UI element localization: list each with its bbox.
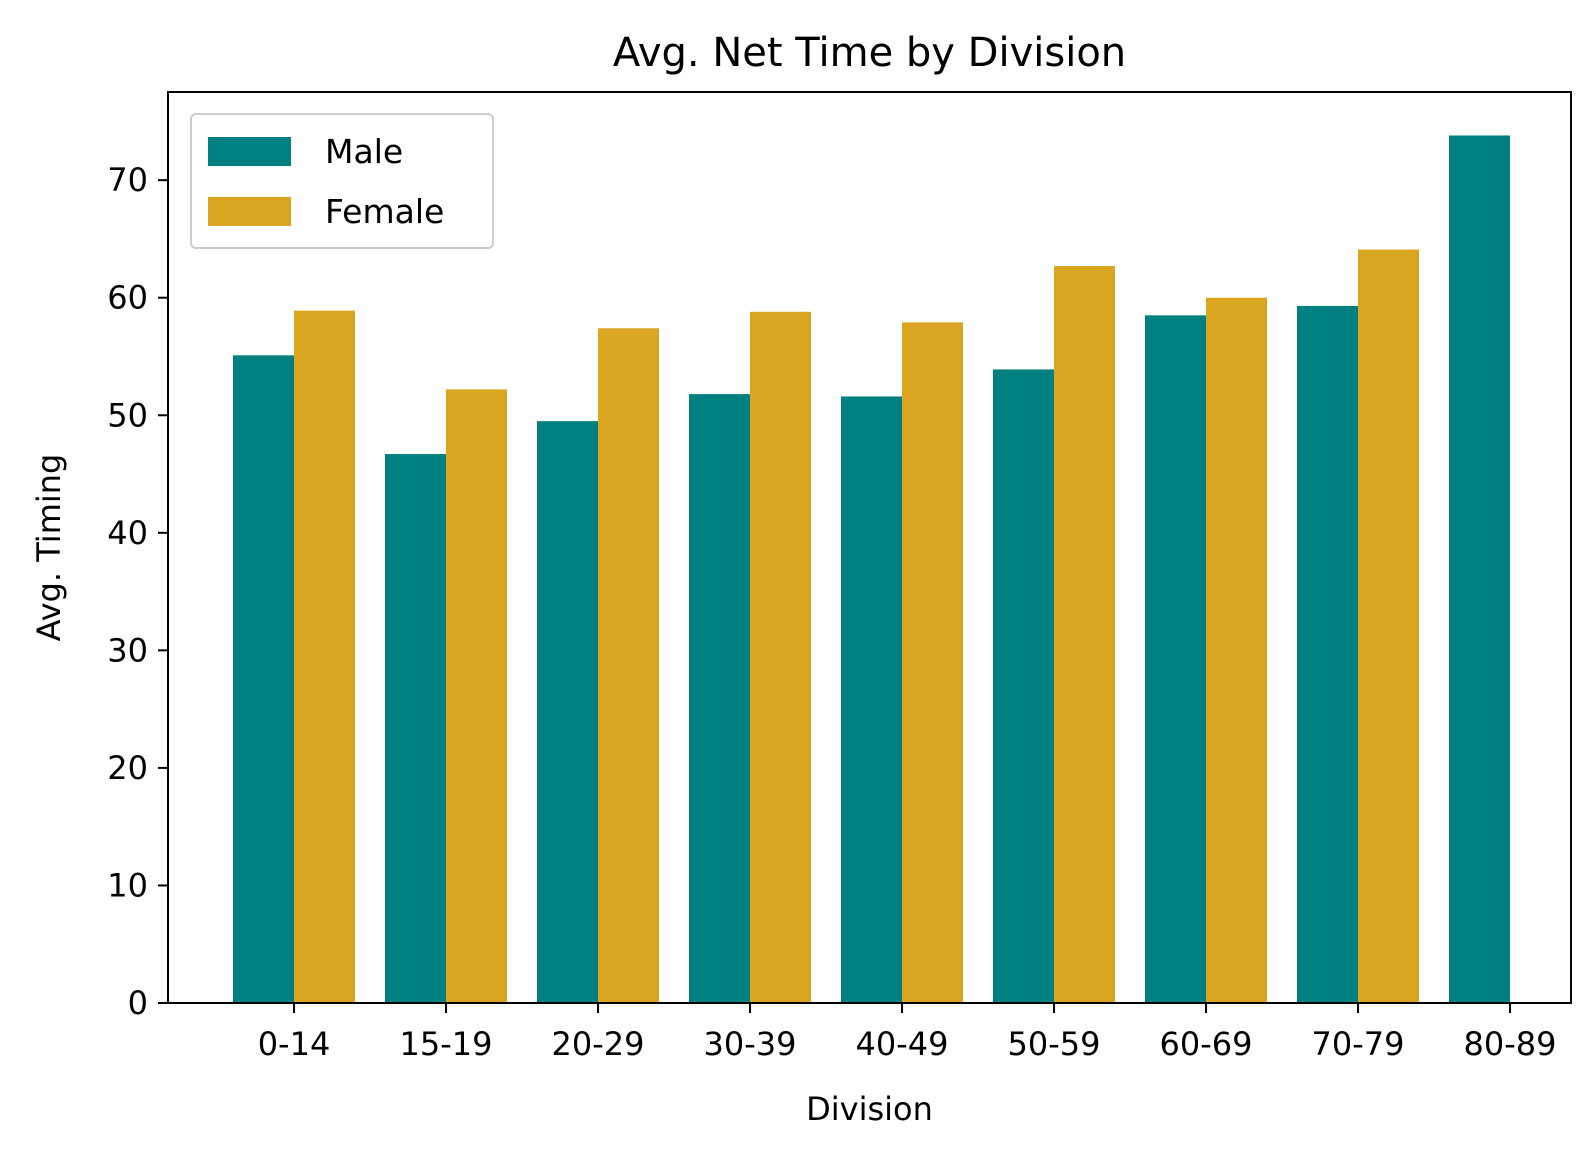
- x-tick-label: 20-29: [552, 1025, 645, 1063]
- y-axis-label: Avg. Timing: [30, 454, 68, 642]
- x-tick-label: 30-39: [704, 1025, 797, 1063]
- bar-male-60-69: [1145, 315, 1206, 1004]
- plot-frame: [167, 91, 1572, 1004]
- bar-male-0-14: [233, 355, 294, 1004]
- bar-female-30-39: [750, 311, 811, 1003]
- x-tick-label: 15-19: [400, 1025, 493, 1063]
- bar-male-50-59: [993, 369, 1054, 1003]
- x-tick-label: 50-59: [1008, 1025, 1101, 1063]
- y-tick-label: 50: [107, 396, 148, 434]
- y-tick-label: 0: [128, 984, 148, 1022]
- bars-layer: [233, 135, 1510, 1004]
- y-tick-label: 10: [107, 866, 148, 904]
- bar-male-20-29: [537, 421, 598, 1003]
- y-tick-label: 70: [107, 161, 148, 199]
- legend-label-male: Male: [325, 132, 403, 171]
- legend: Male Female: [190, 113, 494, 249]
- bar-female-0-14: [294, 310, 355, 1003]
- bar-male-30-39: [689, 394, 750, 1003]
- bar-male-40-49: [841, 396, 902, 1003]
- y-tick-label: 60: [107, 279, 148, 317]
- x-tick-label: 40-49: [856, 1025, 949, 1063]
- y-tick-label: 40: [107, 514, 148, 552]
- legend-swatch-female: [208, 197, 291, 226]
- x-tick-label: 70-79: [1312, 1025, 1405, 1063]
- axes-layer: [167, 91, 1572, 1004]
- bar-female-50-59: [1054, 265, 1115, 1003]
- bar-male-80-89: [1449, 135, 1510, 1003]
- bar-female-40-49: [902, 322, 963, 1003]
- y-tick-label: 30: [107, 631, 148, 669]
- legend-label-female: Female: [325, 192, 444, 231]
- chart-title: Avg. Net Time by Division: [613, 30, 1126, 76]
- bar-female-15-19: [446, 389, 507, 1003]
- bar-female-70-79: [1358, 249, 1419, 1003]
- y-tick-label: 20: [107, 749, 148, 787]
- legend-swatch-male: [208, 137, 291, 166]
- x-tick-label: 0-14: [258, 1025, 331, 1063]
- bar-male-15-19: [385, 454, 446, 1003]
- x-tick-label: 80-89: [1464, 1025, 1557, 1063]
- x-axis-ticks: 0-14 15-19 20-29 30-39 40-49 50-59 60-69 70-79 8…: [258, 1003, 1557, 1063]
- bar-female-20-29: [598, 328, 659, 1004]
- x-tick-label: 60-69: [1160, 1025, 1253, 1063]
- bar-female-60-69: [1206, 297, 1267, 1003]
- y-axis-ticks: 0 10 20 30 40 50 60 70: [107, 161, 168, 1022]
- bar-male-70-79: [1297, 305, 1358, 1003]
- x-axis-label: Division: [806, 1090, 933, 1128]
